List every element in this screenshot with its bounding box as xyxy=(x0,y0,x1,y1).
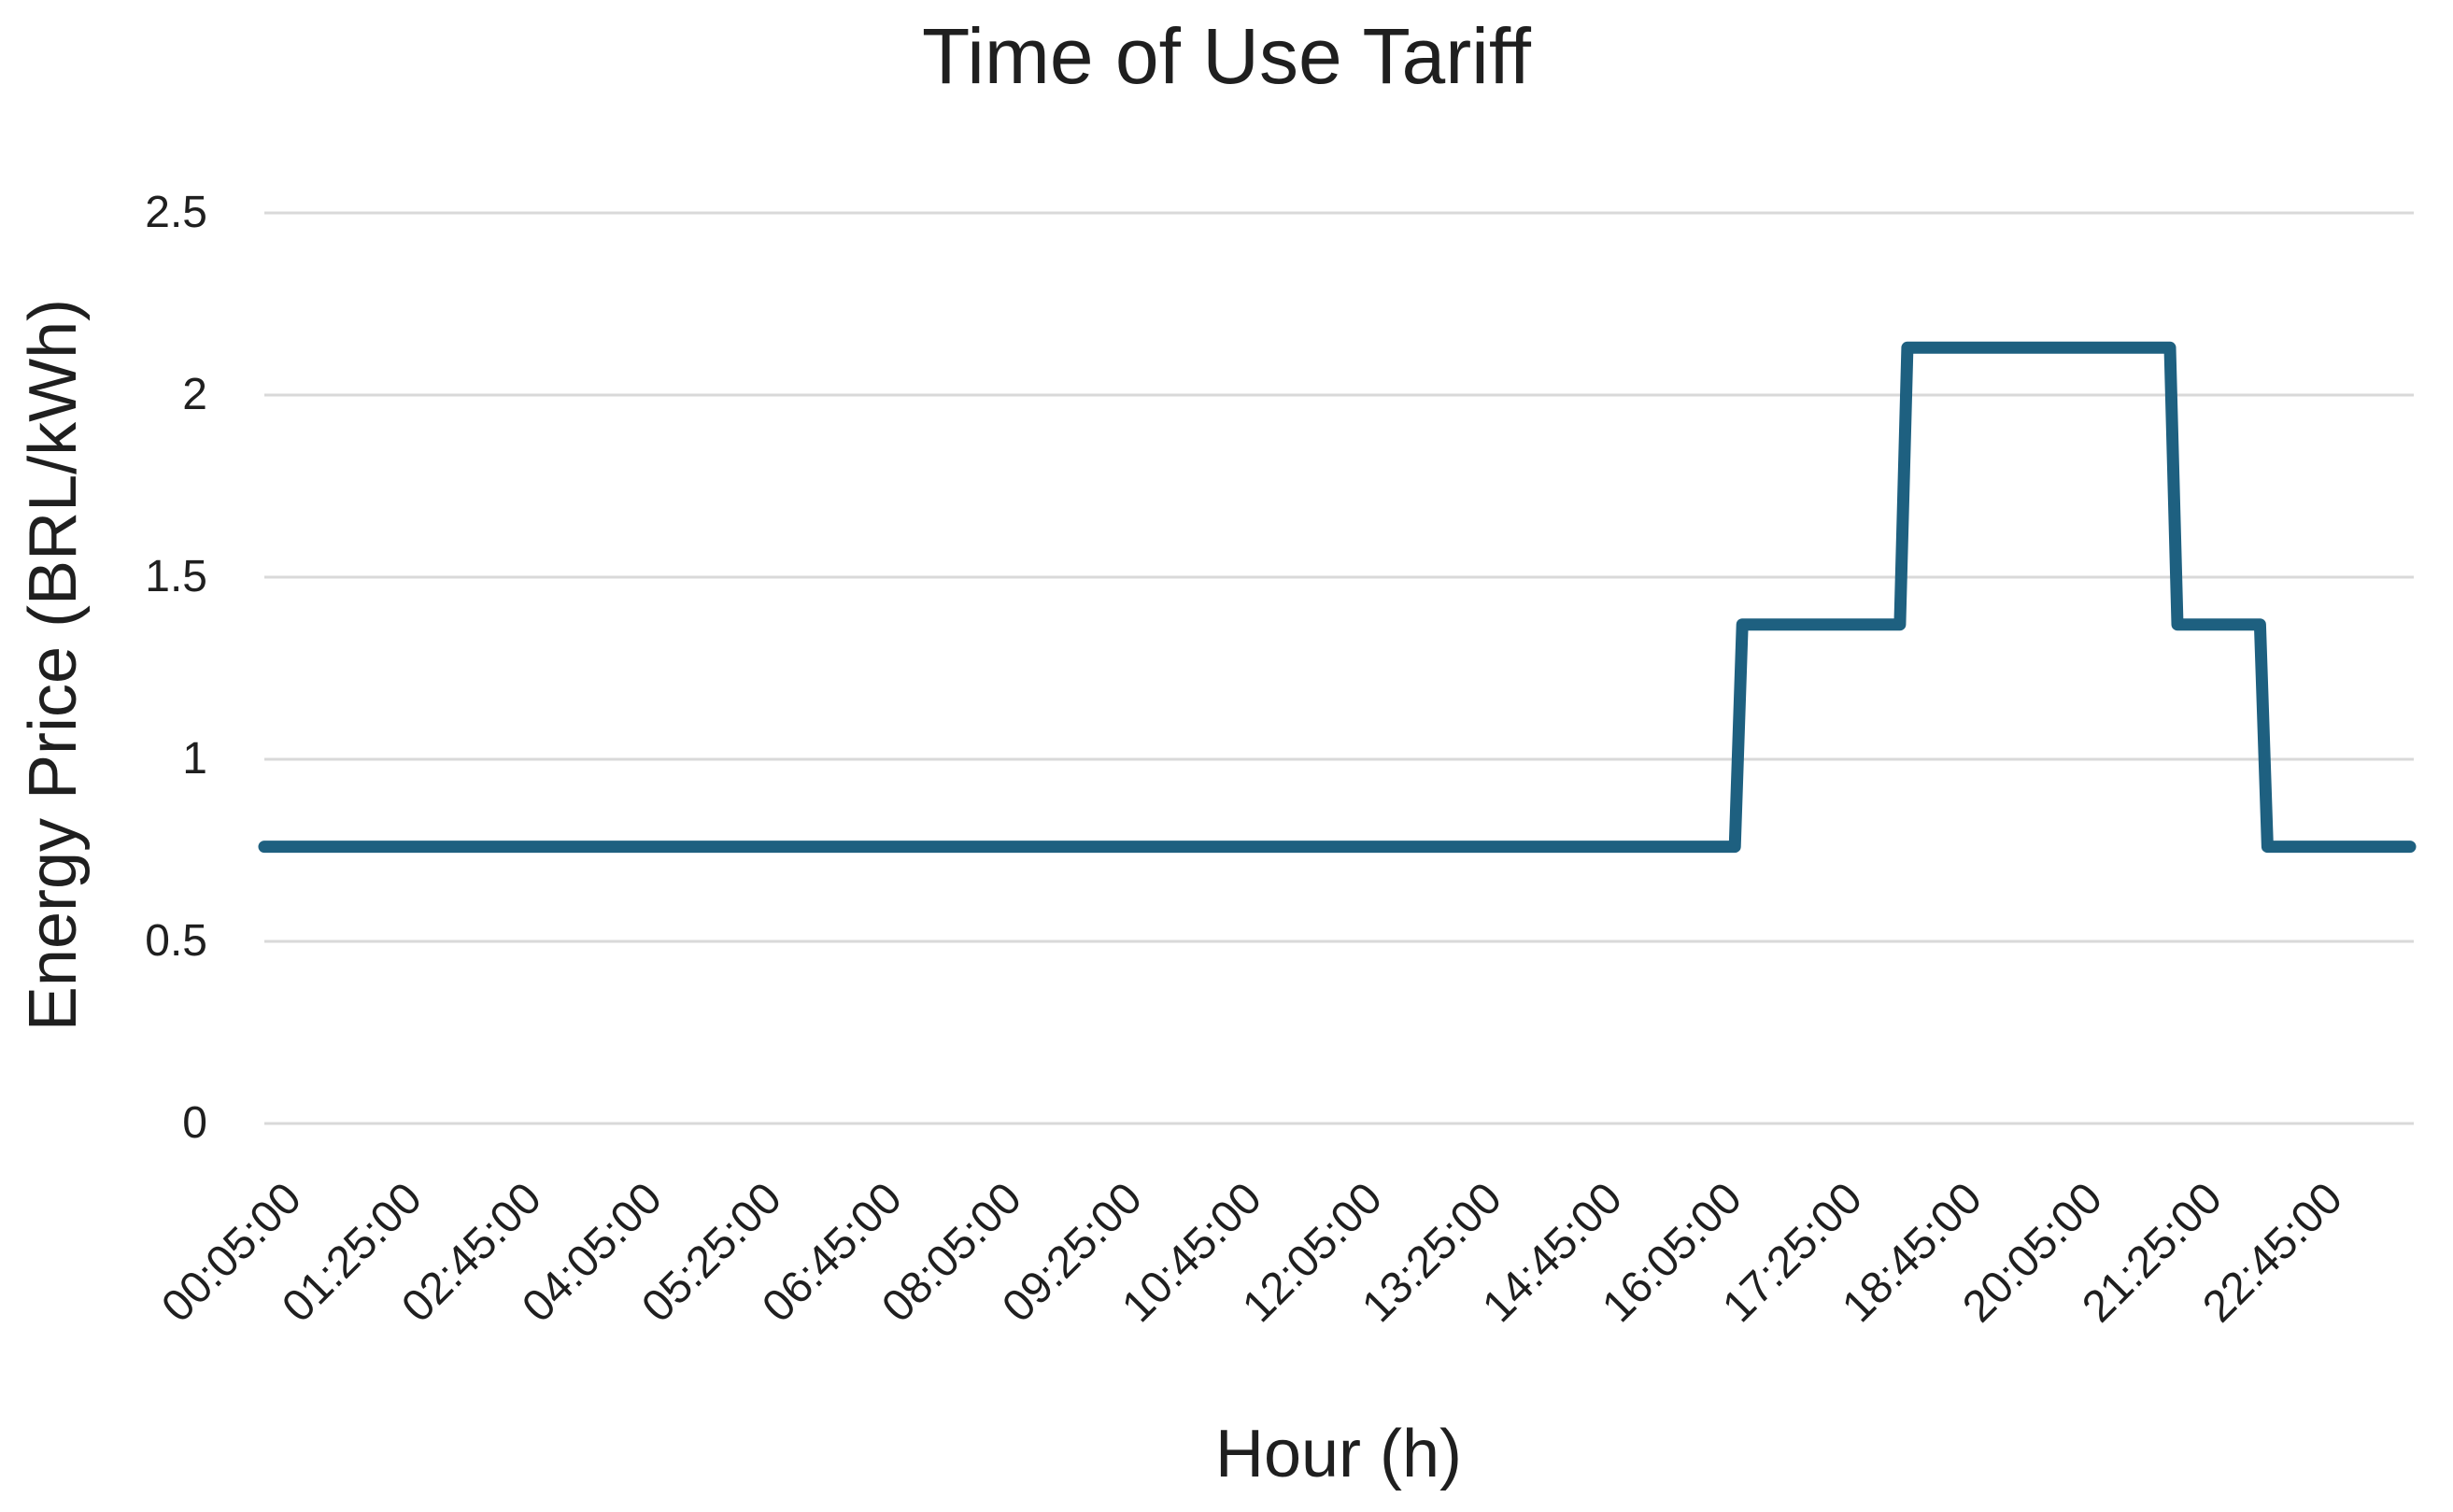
y-axis-tick-label: 1 xyxy=(182,734,207,784)
gridlines xyxy=(264,211,2414,1125)
y-axis-tick-label: 0.5 xyxy=(145,916,207,966)
y-axis-tick-label: 1.5 xyxy=(145,552,207,601)
y-axis-tick-label: 0 xyxy=(182,1098,207,1148)
x-axis-title: Hour (h) xyxy=(1214,1417,1463,1491)
series-line xyxy=(258,341,2417,854)
y-axis-tick-label: 2 xyxy=(182,370,207,419)
chart-title: Time of Use Tariff xyxy=(922,12,1531,100)
y-axis-tick-label: 2.5 xyxy=(145,188,207,237)
